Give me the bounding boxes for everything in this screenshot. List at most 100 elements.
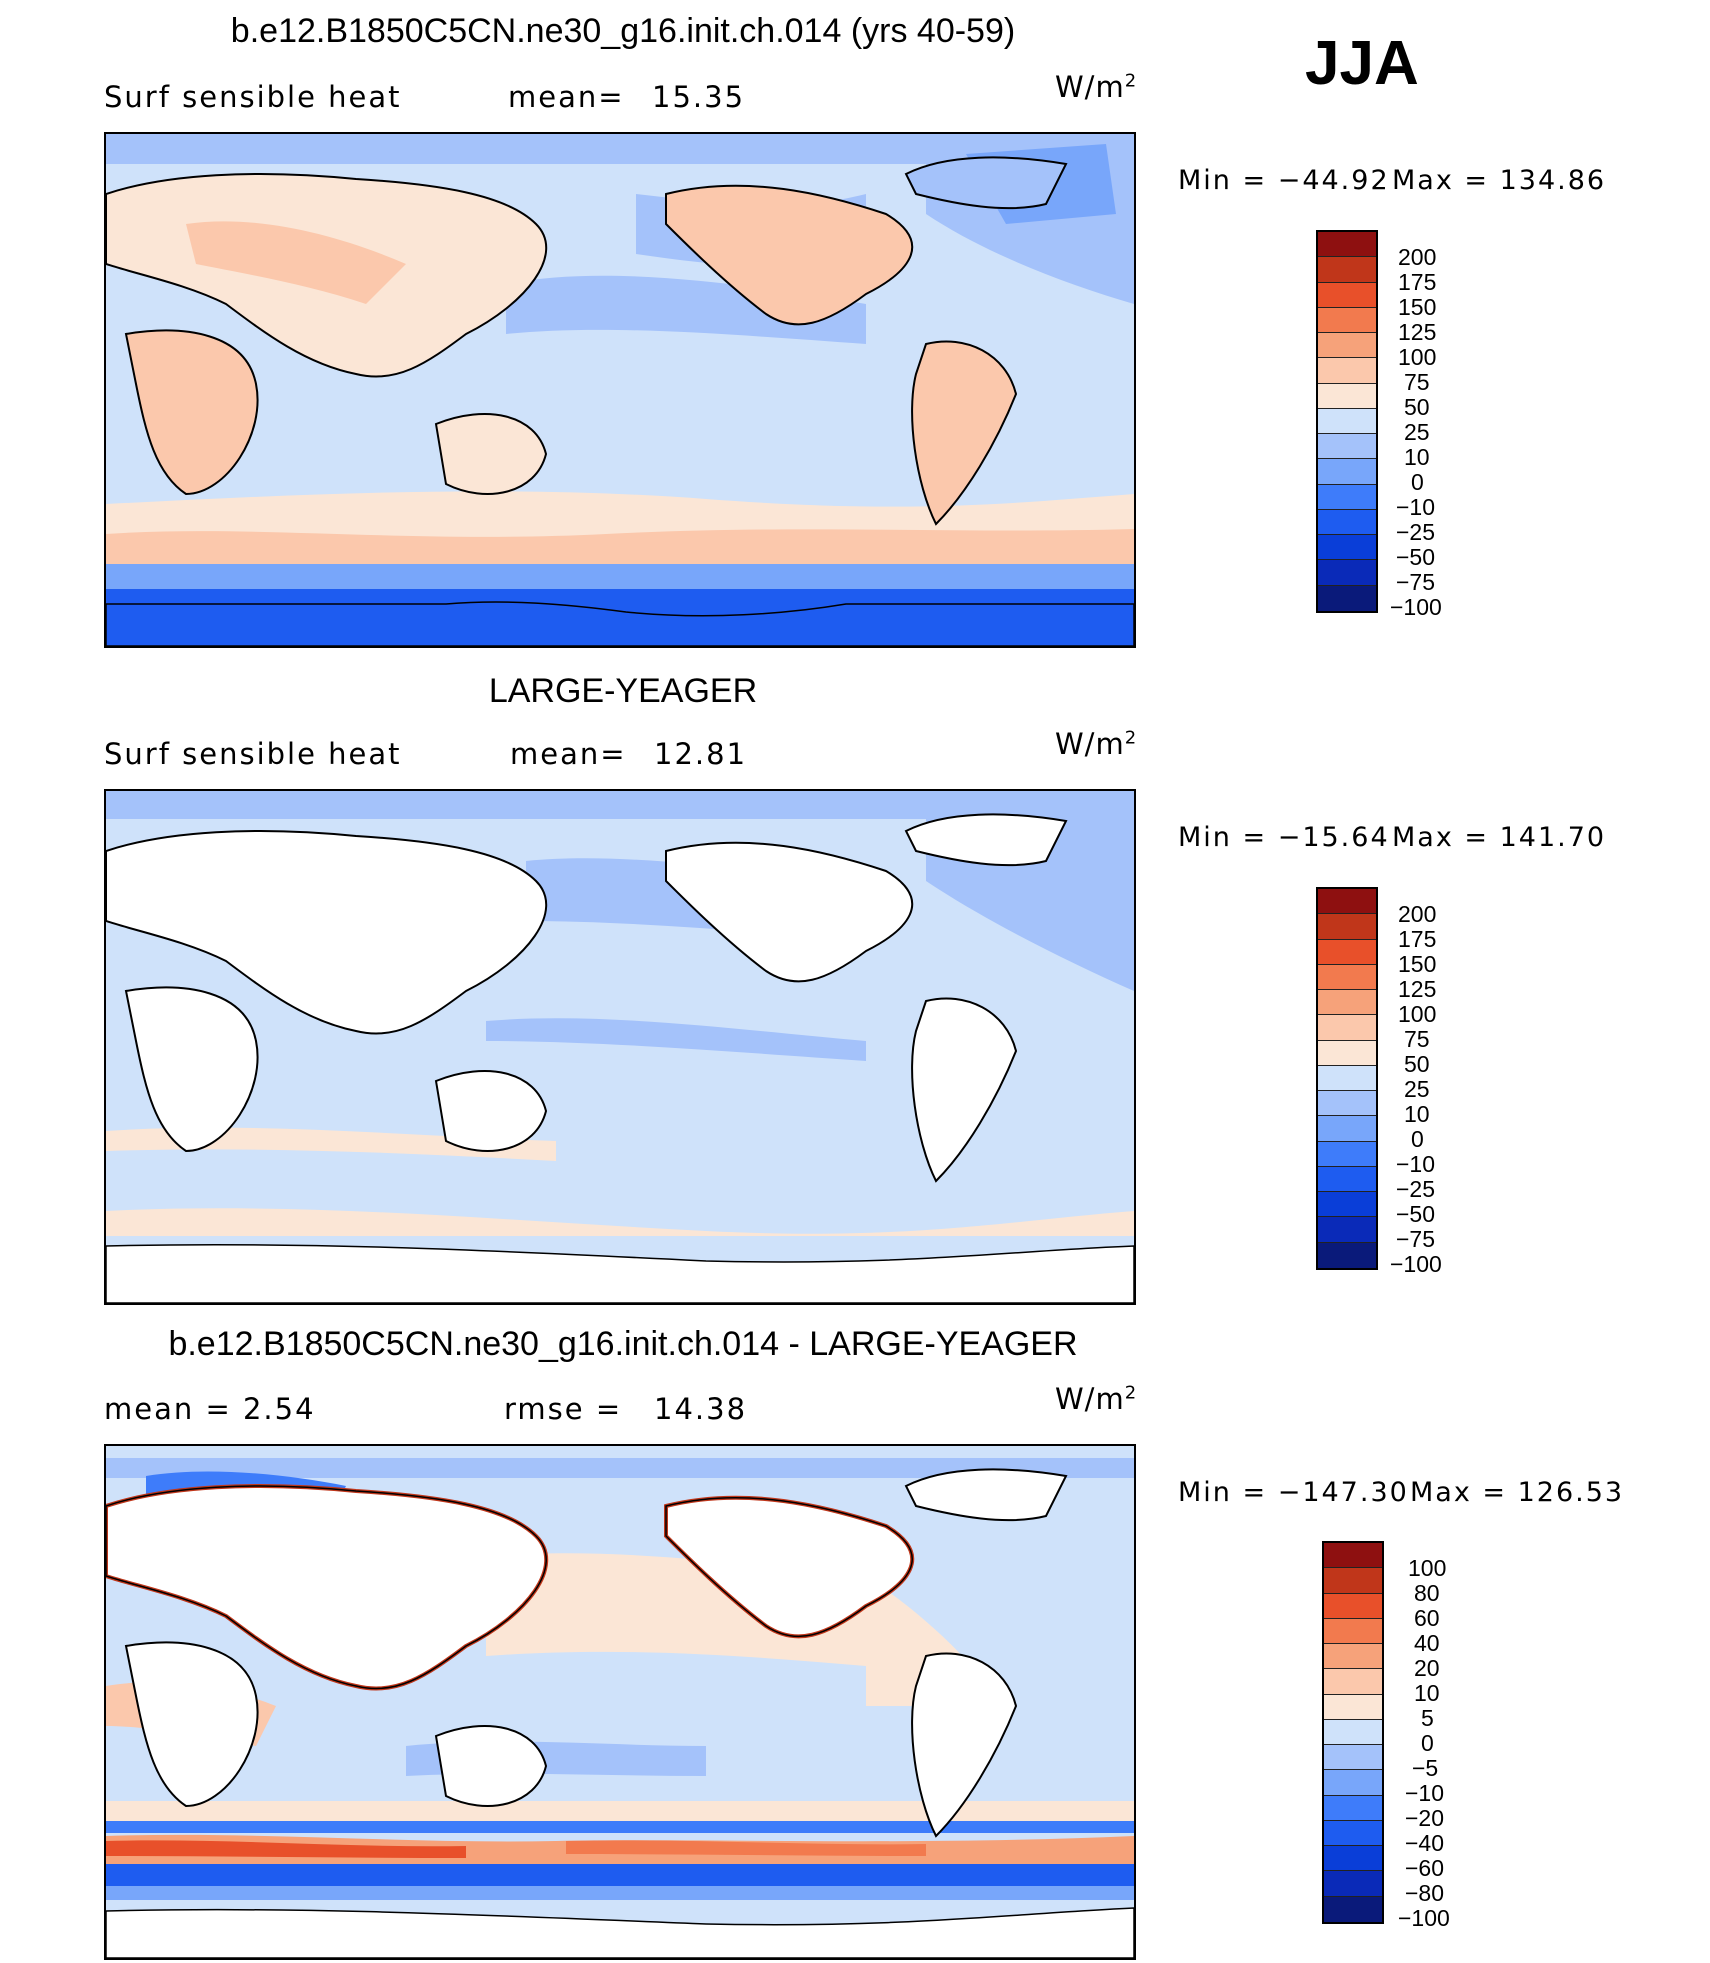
- colorbar-label: 60: [1414, 1605, 1440, 1631]
- colorbar-label: −75: [1396, 1226, 1436, 1252]
- colorbar-label: 20: [1414, 1655, 1440, 1681]
- swatch: [1324, 1896, 1382, 1922]
- panel-3-units: W/m2: [1055, 1382, 1138, 1416]
- swatch: [1318, 939, 1376, 965]
- panel-1-map: [104, 132, 1136, 648]
- swatch: [1318, 914, 1376, 940]
- panel-2-variable-label: Surf sensible heat: [104, 737, 402, 771]
- colorbar-label: 50: [1404, 1051, 1430, 1077]
- panel-2-stat-label: mean=: [510, 737, 627, 771]
- colorbar-label: −75: [1396, 569, 1436, 595]
- colorbar-label: 0: [1411, 1126, 1424, 1152]
- colorbar-label: 200: [1398, 901, 1437, 927]
- swatch: [1318, 585, 1376, 611]
- colorbar-label: 175: [1398, 926, 1437, 952]
- swatch: [1318, 1065, 1376, 1091]
- swatch: [1318, 484, 1376, 510]
- panel-1-title: b.e12.B1850C5CN.ne30_g16.init.ch.014 (yr…: [230, 12, 1016, 50]
- swatch: [1324, 1770, 1382, 1796]
- colorbar-label: 75: [1404, 1026, 1430, 1052]
- swatch: [1324, 1593, 1382, 1619]
- colorbar-label: 50: [1404, 394, 1430, 420]
- swatch: [1318, 1091, 1376, 1117]
- season-label: JJA: [1305, 29, 1419, 98]
- colorbar-label: 10: [1414, 1680, 1440, 1706]
- panel-3-map: [104, 1444, 1136, 1960]
- swatch: [1318, 358, 1376, 384]
- swatch: [1318, 307, 1376, 333]
- colorbar-label: 150: [1398, 294, 1437, 320]
- panel-1-max: Max = 134.86: [1392, 165, 1607, 196]
- colorbar-label: 25: [1404, 419, 1430, 445]
- swatch: [1318, 509, 1376, 535]
- colorbar-label: 0: [1411, 469, 1424, 495]
- swatch: [1318, 1192, 1376, 1218]
- panel-1-min: Min = −44.92: [1178, 165, 1390, 196]
- colorbar-label: −100: [1390, 594, 1442, 620]
- colorbar-label: −100: [1398, 1905, 1450, 1931]
- colorbar-label: −20: [1405, 1805, 1445, 1831]
- colorbar-label: −50: [1396, 1201, 1436, 1227]
- swatch: [1318, 383, 1376, 409]
- panel-3-max: Max = 126.53: [1410, 1477, 1625, 1508]
- swatch: [1324, 1719, 1382, 1745]
- colorbar-label: 10: [1404, 444, 1430, 470]
- panel-3-stat-label: rmse =: [504, 1392, 623, 1426]
- swatch: [1324, 1745, 1382, 1771]
- swatch: [1318, 1242, 1376, 1268]
- swatch: [1324, 1669, 1382, 1695]
- panel-1-stat-value: 15.35: [652, 80, 746, 114]
- colorbar-label: 175: [1398, 269, 1437, 295]
- colorbar-label: 125: [1398, 319, 1437, 345]
- panel-1-colorbar: [1316, 230, 1378, 613]
- swatch: [1318, 535, 1376, 561]
- swatch: [1324, 1820, 1382, 1846]
- panel-3-min: Min = −147.30: [1178, 1477, 1409, 1508]
- swatch: [1324, 1795, 1382, 1821]
- colorbar-label: 150: [1398, 951, 1437, 977]
- swatch: [1318, 232, 1376, 258]
- swatch: [1324, 1618, 1382, 1644]
- swatch: [1318, 560, 1376, 586]
- colorbar-label: 125: [1398, 976, 1437, 1002]
- swatch: [1318, 459, 1376, 485]
- swatch: [1318, 1015, 1376, 1041]
- colorbar-label: −25: [1396, 1176, 1436, 1202]
- colorbar-label: 200: [1398, 244, 1437, 270]
- colorbar-label: −100: [1390, 1251, 1442, 1277]
- colorbar-label: −60: [1405, 1855, 1445, 1881]
- colorbar-label: 25: [1404, 1076, 1430, 1102]
- colorbar-label: 0: [1421, 1730, 1434, 1756]
- panel-2-colorbar: [1316, 887, 1378, 1270]
- colorbar-label: 5: [1421, 1705, 1434, 1731]
- swatch: [1318, 1040, 1376, 1066]
- colorbar-label: 40: [1414, 1630, 1440, 1656]
- swatch: [1318, 990, 1376, 1016]
- swatch: [1318, 1217, 1376, 1243]
- panel-3-mean-label: mean = 2.54: [104, 1392, 316, 1426]
- colorbar-label: 75: [1404, 369, 1430, 395]
- colorbar-label: −25: [1396, 519, 1436, 545]
- swatch: [1318, 408, 1376, 434]
- colorbar-label: 10: [1404, 1101, 1430, 1127]
- swatch: [1324, 1644, 1382, 1670]
- colorbar-label: 100: [1398, 1001, 1437, 1027]
- panel-2-units: W/m2: [1055, 727, 1138, 761]
- swatch: [1318, 333, 1376, 359]
- panel-2-title: LARGE-YEAGER: [488, 672, 758, 710]
- panel-2-min: Min = −15.64: [1178, 822, 1390, 853]
- colorbar-label: 80: [1414, 1580, 1440, 1606]
- colorbar-label: −10: [1405, 1780, 1445, 1806]
- swatch: [1324, 1568, 1382, 1594]
- colorbar-label: 100: [1408, 1555, 1447, 1581]
- colorbar-label: −10: [1396, 1151, 1436, 1177]
- colorbar-label: −5: [1412, 1755, 1439, 1781]
- panel-1-stat-label: mean=: [508, 80, 625, 114]
- swatch: [1318, 257, 1376, 283]
- panel-3-stat-value: 14.38: [654, 1392, 748, 1426]
- swatch: [1318, 1116, 1376, 1142]
- swatch: [1318, 1166, 1376, 1192]
- swatch: [1318, 282, 1376, 308]
- swatch: [1318, 434, 1376, 460]
- swatch: [1318, 1141, 1376, 1167]
